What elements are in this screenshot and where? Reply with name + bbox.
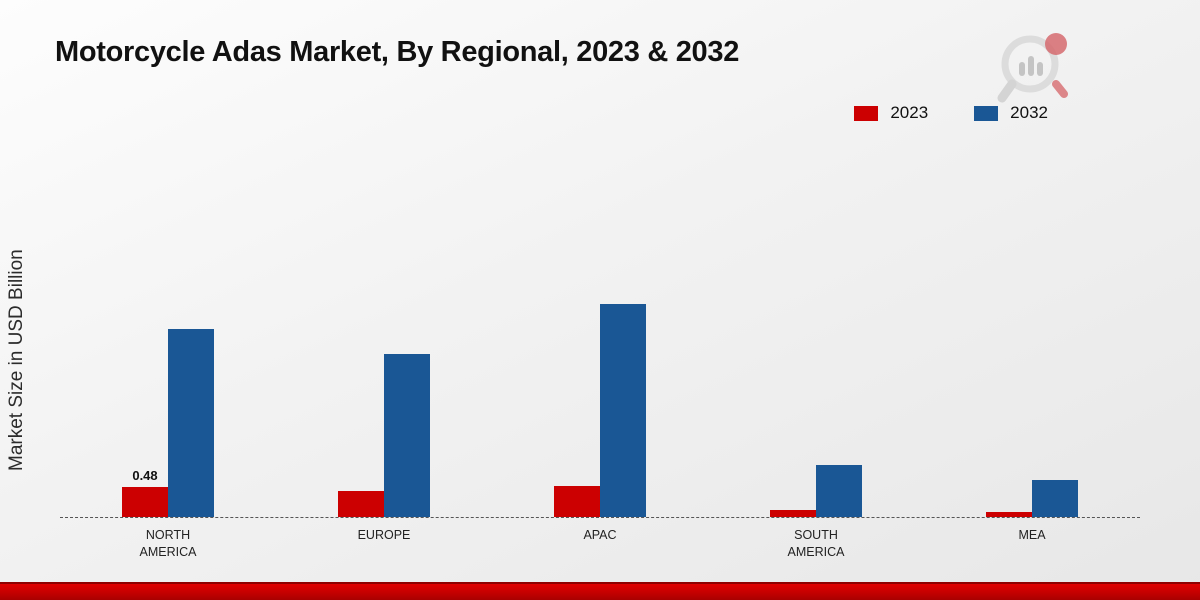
bar-2023-category-1[interactable] [338, 490, 384, 517]
logo-handle-red [1052, 80, 1068, 98]
legend-item-2023[interactable]: 2023 [854, 103, 928, 123]
category-label-1: EUROPE [357, 528, 411, 542]
plot-area: 0.48 NORTH AMERICA EUROPE APAC SOUTH AMERICA… [60, 147, 1140, 559]
bar-group-3: SOUTH AMERICA [770, 464, 862, 559]
bar-2023-category-0[interactable]: 0.48 [122, 468, 168, 517]
bar-2032-category-3[interactable] [816, 464, 862, 517]
logo-handle [997, 79, 1017, 103]
legend-swatch-2032 [974, 105, 999, 121]
bar-2032-category-0[interactable] [168, 328, 214, 517]
bar-group-0: 0.48 NORTH AMERICA [122, 328, 214, 559]
bar-2023-category-2[interactable] [554, 486, 600, 517]
logo-red-dot [1045, 33, 1067, 55]
chart-title: Motorcycle Adas Market, By Regional, 202… [55, 36, 740, 68]
legend-label-2023: 2023 [890, 103, 929, 122]
bar-2032-category-2[interactable] [600, 304, 646, 517]
category-label-2: APAC [583, 528, 617, 542]
bar-2032-category-1[interactable] [384, 353, 430, 517]
y-axis-label: Market Size in USD Billion [6, 249, 27, 471]
legend-label-2032: 2032 [1010, 103, 1048, 122]
legend-item-2032[interactable]: 2032 [974, 103, 1048, 123]
footer-accent-bar [0, 582, 1200, 600]
category-label-0: NORTH AMERICA [139, 528, 197, 559]
bar-value-label: 0.48 [132, 468, 158, 484]
bar-2032-category-4[interactable] [1032, 480, 1078, 517]
legend-swatch-2023 [854, 105, 879, 121]
logo-bar-3 [1037, 62, 1043, 76]
category-label-4: MEA [1018, 528, 1046, 542]
bar-group-2: APAC [554, 304, 646, 542]
logo-ring [1001, 35, 1059, 93]
bar-2023-category-3[interactable] [770, 509, 816, 517]
bar-group-4: MEA [986, 480, 1078, 542]
legend: 2023 2032 [854, 103, 1048, 123]
bar-2023-category-4[interactable] [986, 512, 1032, 517]
category-label-3: SOUTH AMERICA [787, 528, 845, 559]
bar-group-1: EUROPE [338, 353, 430, 542]
logo-bar-1 [1019, 62, 1025, 76]
logo-bar-2 [1028, 56, 1034, 76]
brand-logo [997, 33, 1068, 103]
